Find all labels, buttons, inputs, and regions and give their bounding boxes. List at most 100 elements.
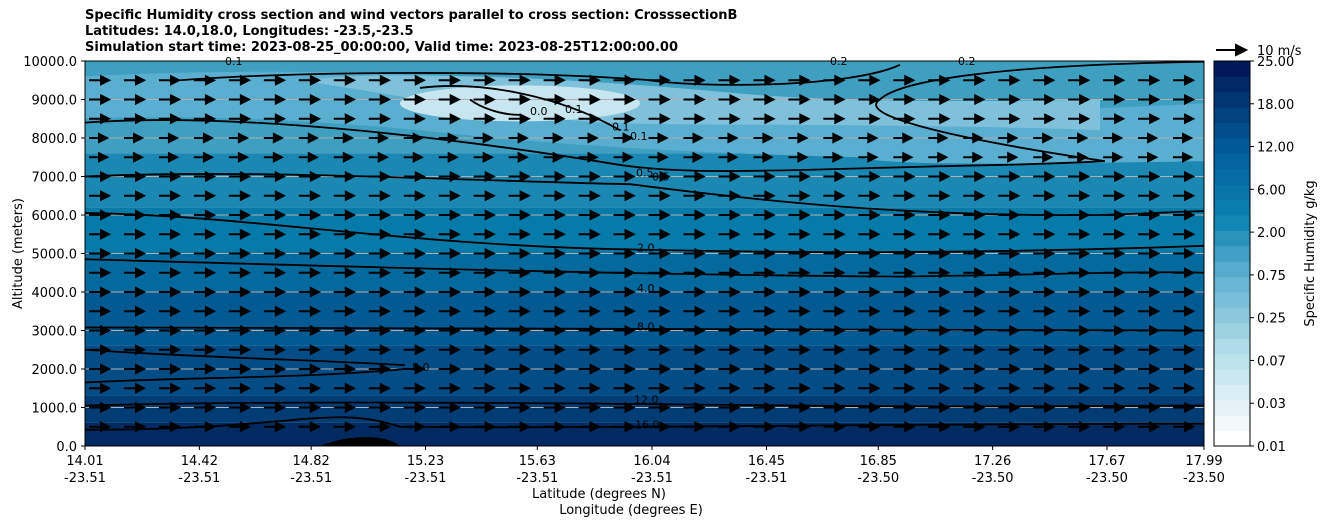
wind-arrow <box>578 113 601 125</box>
wind-arrow <box>543 190 566 202</box>
wind-arrow <box>928 132 949 144</box>
x-axis-label-lat: Latitude (degrees N) <box>532 487 666 502</box>
wind-arrow <box>508 151 529 163</box>
x-tick-lon: -23.51 <box>290 471 332 486</box>
wind-arrow <box>823 247 846 260</box>
y-tick-label: 7000.0 <box>32 171 78 186</box>
wind-arrow <box>508 93 531 106</box>
wind-arrow <box>263 363 287 375</box>
wind-arrow <box>823 421 846 433</box>
wind-arrow <box>193 228 217 240</box>
wind-arrow <box>158 151 180 163</box>
wind-arrow <box>823 286 846 298</box>
wind-arrow <box>788 113 811 125</box>
wind-arrow <box>718 132 739 144</box>
contour-label: 4.0 <box>637 282 655 295</box>
wind-arrow <box>403 363 426 375</box>
wind-arrow <box>473 421 496 433</box>
x-tick-lon: -23.51 <box>64 471 106 486</box>
wind-arrow <box>928 228 951 240</box>
wind-arrow <box>333 382 357 394</box>
wind-arrow <box>543 344 566 356</box>
wind-arrow <box>473 209 496 221</box>
wind-arrow <box>648 401 671 414</box>
wind-arrow <box>438 228 461 240</box>
wind-arrow <box>263 324 287 337</box>
wind-arrow <box>928 363 951 375</box>
wind-arrow <box>368 267 391 279</box>
wind-arrow <box>368 74 391 86</box>
wind-arrow <box>1173 74 1196 86</box>
x-tick-lon: -23.50 <box>972 471 1014 486</box>
wind-arrow <box>89 286 112 298</box>
contour-label: 0.1 <box>630 130 648 143</box>
wind-arrow <box>683 93 706 106</box>
wind-arrow <box>718 93 741 106</box>
title-line-3: Simulation start time: 2023-08-25_00:00:… <box>85 40 678 55</box>
wind-arrow <box>123 93 147 106</box>
wind-arrow <box>333 113 357 125</box>
wind-arrow <box>89 363 112 375</box>
x-tick-lat: 15.23 <box>407 454 444 469</box>
wind-arrow <box>193 132 215 144</box>
wind-arrow <box>683 344 706 356</box>
wind-arrow <box>823 190 846 202</box>
wind-arrow <box>1138 421 1161 433</box>
wind-arrow <box>123 286 147 298</box>
colorbar-tick-label: 0.01 <box>1257 440 1286 455</box>
wind-arrow <box>788 247 811 260</box>
wind-arrow <box>858 228 881 240</box>
wind-arrow <box>998 363 1021 375</box>
wind-arrow <box>893 267 916 279</box>
wind-arrow <box>298 382 322 394</box>
wind-arrow <box>508 190 531 202</box>
wind-arrow <box>228 382 252 394</box>
wind-arrow <box>89 209 112 221</box>
wind-arrow <box>263 74 287 86</box>
wind-arrow <box>683 132 704 144</box>
wind-arrow <box>403 151 424 163</box>
wind-arrow <box>263 93 287 106</box>
wind-arrow <box>123 132 145 144</box>
wind-arrow <box>263 190 287 202</box>
wind-arrow <box>1173 305 1196 317</box>
wind-arrow <box>928 305 951 317</box>
colorbar-segment <box>1214 76 1250 93</box>
colorbar-segment <box>1214 168 1250 185</box>
wind-arrow <box>1138 170 1161 183</box>
wind-arrow <box>858 363 881 375</box>
wind-arrow <box>193 324 217 337</box>
wind-arrow <box>823 324 846 337</box>
contour-label: 16.0 <box>635 419 660 432</box>
wind-arrow <box>158 170 182 183</box>
wind-arrow <box>648 363 671 375</box>
wind-arrow <box>578 209 601 221</box>
wind-arrow <box>998 190 1021 202</box>
wind-arrow <box>228 401 252 414</box>
wind-arrow <box>1068 113 1091 125</box>
wind-arrow <box>893 401 916 414</box>
wind-arrow <box>508 228 531 240</box>
wind-arrow <box>123 324 147 337</box>
wind-arrow <box>998 286 1021 298</box>
wind-arrow <box>1033 363 1056 375</box>
wind-arrow <box>368 382 391 394</box>
wind-arrow <box>438 267 461 279</box>
wind-arrow <box>788 363 811 375</box>
wind-vectors <box>89 74 1196 433</box>
wind-arrow <box>788 401 811 414</box>
wind-arrow <box>298 363 322 375</box>
wind-arrow <box>613 132 634 144</box>
wind-arrow <box>683 209 706 221</box>
wind-arrow <box>613 74 636 86</box>
wind-arrow <box>823 113 846 125</box>
wind-arrow <box>963 170 986 183</box>
wind-arrow <box>893 74 916 86</box>
wind-arrow <box>1103 421 1126 433</box>
wind-arrow <box>438 190 461 202</box>
wind-arrow <box>1068 267 1091 279</box>
wind-arrow <box>1173 113 1196 125</box>
wind-arrow <box>298 228 322 240</box>
colorbar-segment <box>1214 107 1250 124</box>
